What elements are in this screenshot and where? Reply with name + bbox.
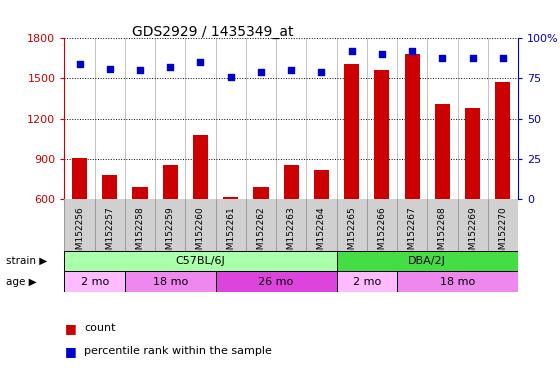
Text: GSM152260: GSM152260 [196, 207, 205, 261]
Point [287, 67, 296, 73]
Text: GSM152256: GSM152256 [75, 207, 84, 261]
Text: 26 mo: 26 mo [259, 276, 293, 286]
Text: percentile rank within the sample: percentile rank within the sample [84, 346, 272, 356]
Text: GSM152266: GSM152266 [377, 207, 386, 261]
Bar [102, 175, 118, 199]
Bar [496, 83, 511, 199]
Point [468, 55, 477, 61]
Bar [132, 187, 148, 199]
Bar [223, 197, 239, 199]
Text: GSM152257: GSM152257 [105, 207, 114, 261]
Bar [193, 134, 208, 199]
Text: GSM152259: GSM152259 [166, 207, 175, 261]
Text: 18 mo: 18 mo [153, 276, 188, 286]
Point [226, 74, 235, 80]
Bar [465, 108, 480, 199]
Text: DBA/2J: DBA/2J [408, 256, 446, 266]
Point [408, 48, 417, 54]
Text: strain ▶: strain ▶ [6, 256, 47, 266]
Text: C57BL/6J: C57BL/6J [176, 256, 225, 266]
Point [256, 69, 265, 75]
Bar [72, 158, 87, 199]
Text: GSM152258: GSM152258 [136, 207, 144, 261]
Text: ■: ■ [64, 345, 76, 358]
Point [438, 55, 447, 61]
Text: 2 mo: 2 mo [81, 276, 109, 286]
Text: age ▶: age ▶ [6, 276, 36, 286]
Text: GSM152264: GSM152264 [317, 207, 326, 261]
Bar [254, 187, 269, 199]
Point [75, 61, 84, 67]
Text: GSM152270: GSM152270 [498, 207, 507, 261]
Point [196, 60, 205, 66]
Text: GSM152268: GSM152268 [438, 207, 447, 261]
Point [498, 55, 507, 61]
Point [377, 51, 386, 58]
Bar [435, 104, 450, 199]
Text: ■: ■ [64, 322, 76, 335]
Text: 18 mo: 18 mo [440, 276, 475, 286]
Point [347, 48, 356, 54]
Point [136, 67, 144, 73]
Point [317, 69, 326, 75]
Text: GSM152262: GSM152262 [256, 207, 265, 261]
Bar [337, 251, 518, 271]
Bar [404, 55, 420, 199]
Text: count: count [84, 323, 115, 333]
Point [105, 66, 114, 72]
Bar [162, 165, 178, 199]
Bar [337, 271, 397, 292]
Bar [125, 271, 216, 292]
Bar [374, 70, 390, 199]
Text: GSM152263: GSM152263 [287, 207, 296, 261]
Bar [397, 271, 518, 292]
Text: 2 mo: 2 mo [353, 276, 381, 286]
Text: GSM152269: GSM152269 [468, 207, 477, 261]
Bar [216, 271, 337, 292]
Text: GSM152265: GSM152265 [347, 207, 356, 261]
Text: GSM152261: GSM152261 [226, 207, 235, 261]
Bar [64, 251, 337, 271]
Text: GSM152267: GSM152267 [408, 207, 417, 261]
Text: GDS2929 / 1435349_at: GDS2929 / 1435349_at [132, 25, 293, 39]
Bar [64, 271, 125, 292]
Point [166, 64, 175, 70]
Bar [314, 170, 329, 199]
Bar [283, 165, 299, 199]
Bar [344, 64, 360, 199]
